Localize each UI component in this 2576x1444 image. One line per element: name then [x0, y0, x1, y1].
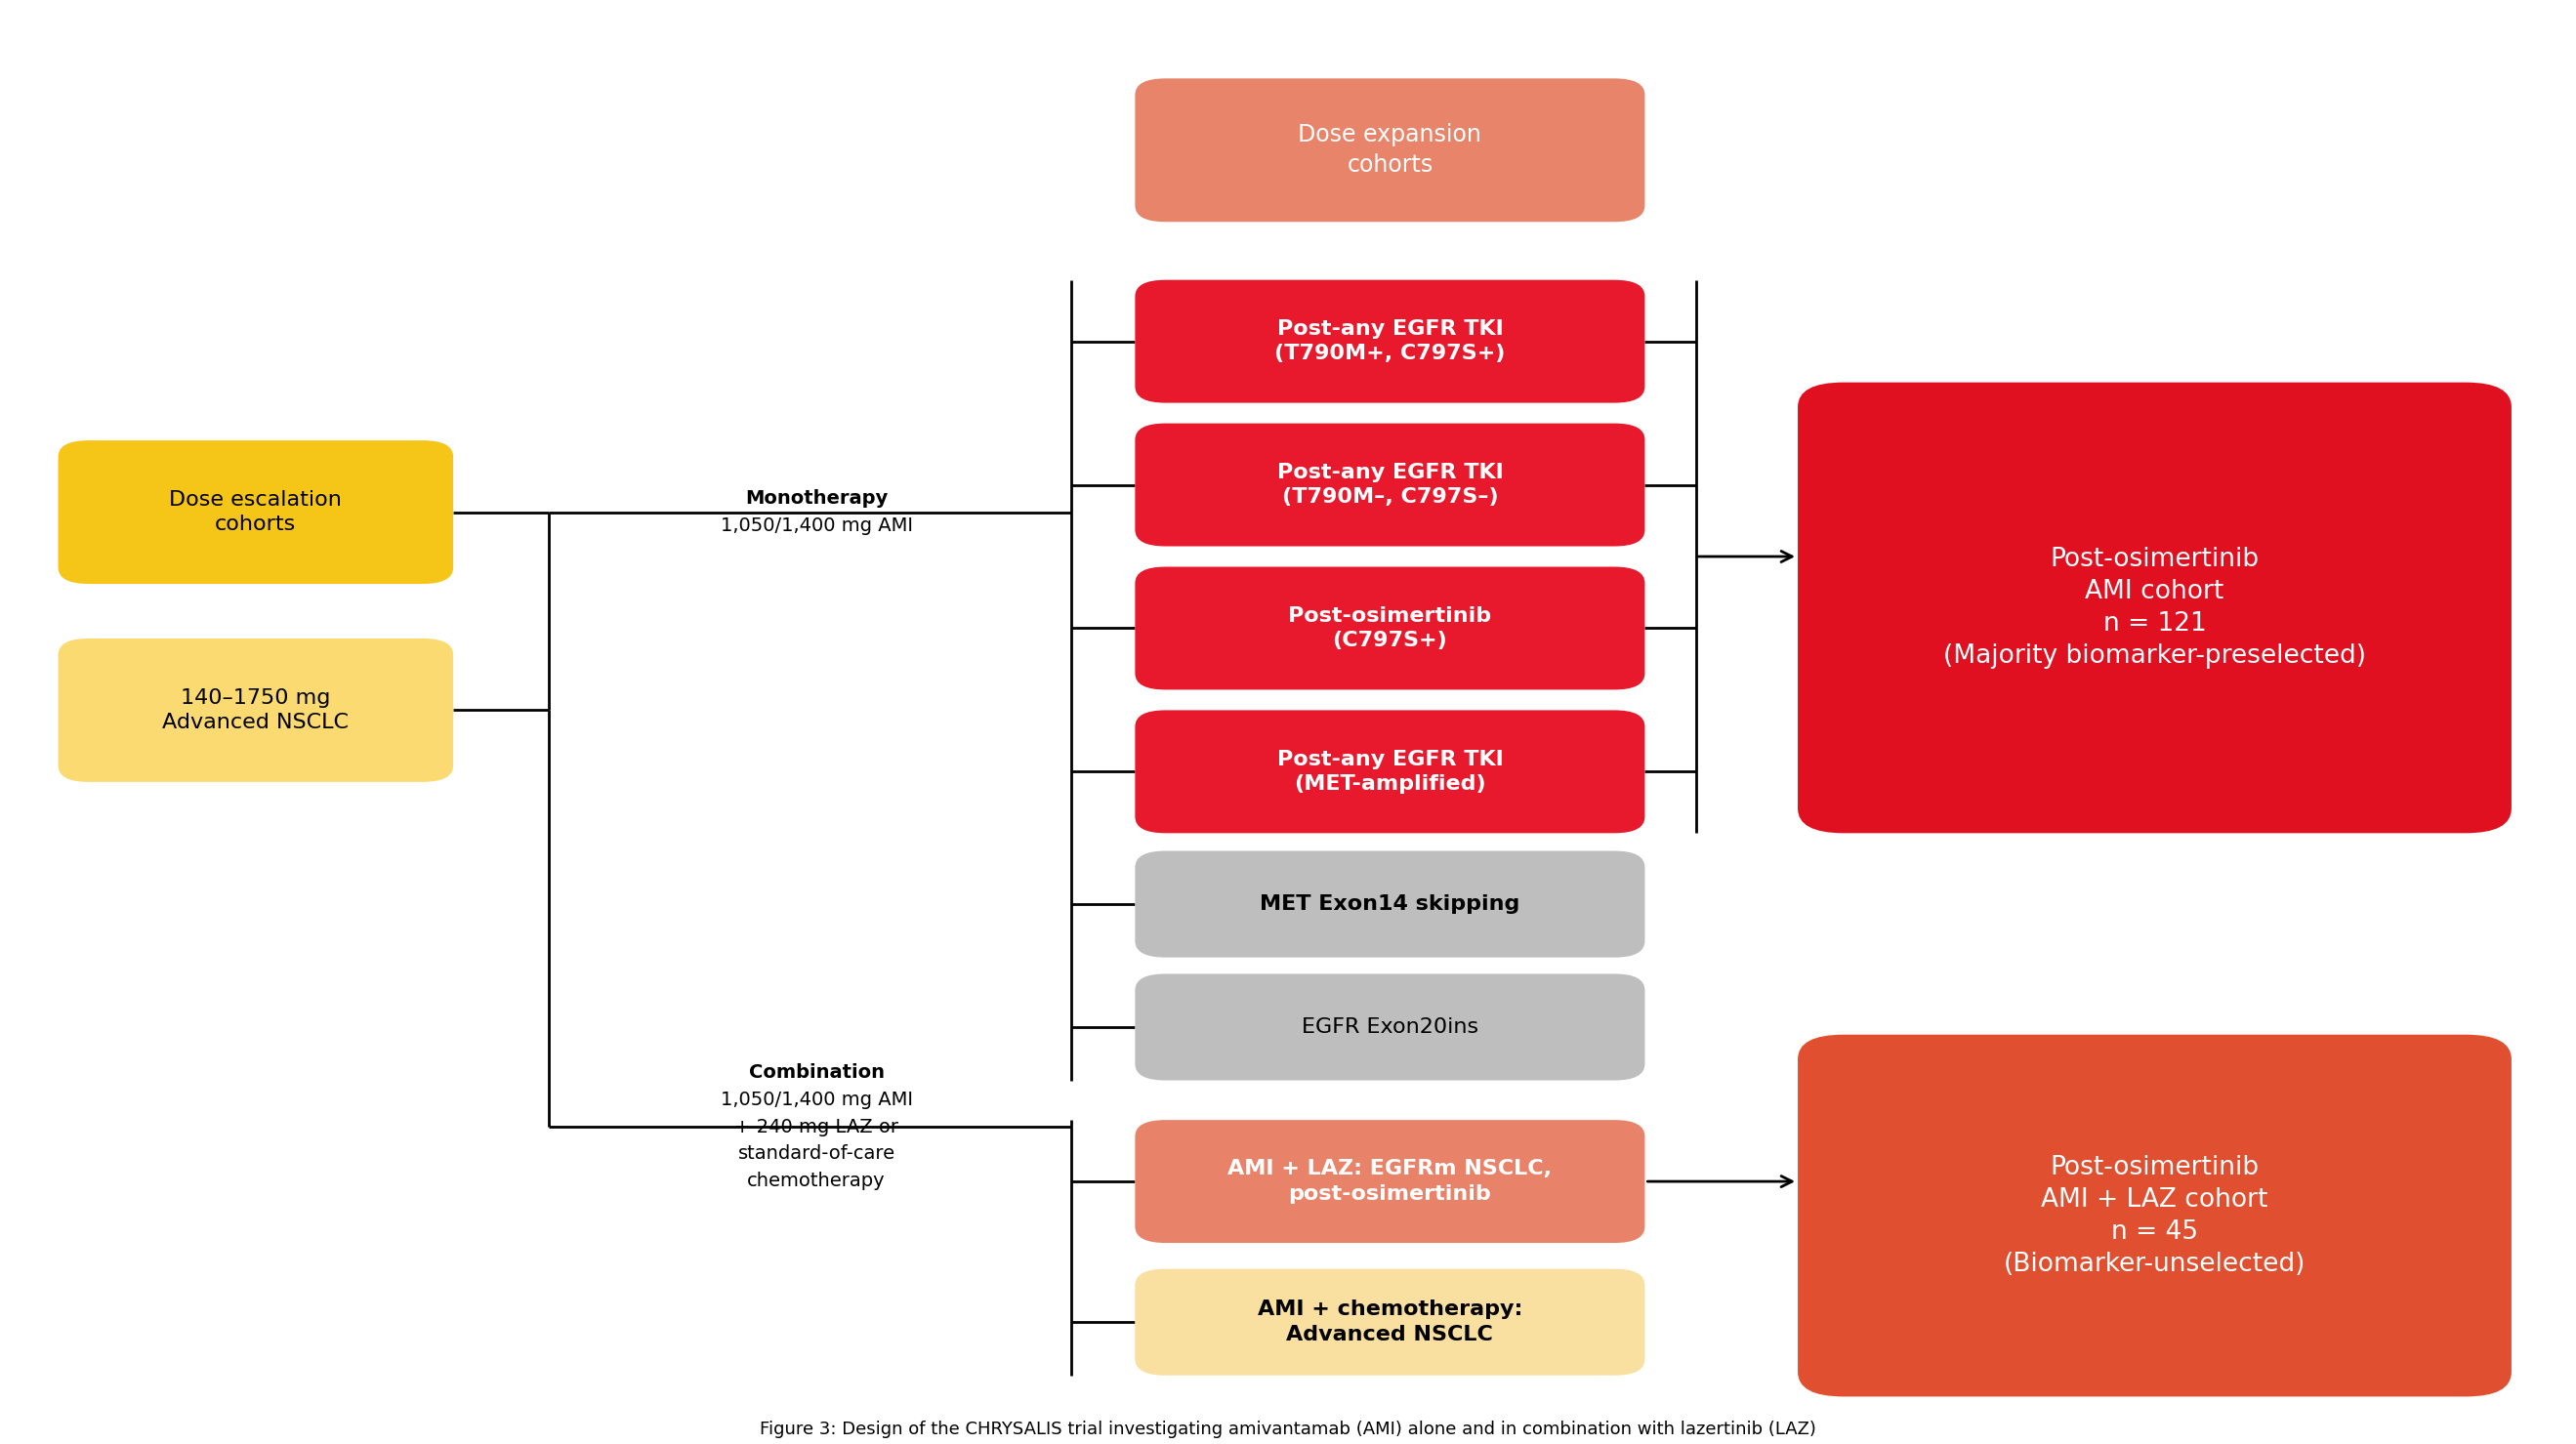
Text: 1,050/1,400 mg AMI: 1,050/1,400 mg AMI	[721, 517, 912, 534]
FancyBboxPatch shape	[1136, 566, 1646, 690]
FancyBboxPatch shape	[1136, 710, 1646, 833]
Text: EGFR Exon20ins: EGFR Exon20ins	[1301, 1018, 1479, 1037]
Text: AMI + chemotherapy:
Advanced NSCLC: AMI + chemotherapy: Advanced NSCLC	[1257, 1300, 1522, 1344]
Text: + 240 mg LAZ or: + 240 mg LAZ or	[734, 1118, 899, 1136]
Text: Post-osimertinib
AMI cohort
n = 121
(Majority biomarker-preselected): Post-osimertinib AMI cohort n = 121 (Maj…	[1942, 547, 2365, 669]
FancyBboxPatch shape	[59, 638, 453, 781]
Text: Post-any EGFR TKI
(MET-amplified): Post-any EGFR TKI (MET-amplified)	[1278, 749, 1504, 794]
Text: Dose escalation
cohorts: Dose escalation cohorts	[170, 490, 343, 534]
Text: 1,050/1,400 mg AMI: 1,050/1,400 mg AMI	[721, 1090, 912, 1109]
FancyBboxPatch shape	[1136, 280, 1646, 403]
Text: Figure 3: Design of the CHRYSALIS trial investigating amivantamab (AMI) alone an: Figure 3: Design of the CHRYSALIS trial …	[760, 1421, 1816, 1438]
Text: MET Exon14 skipping: MET Exon14 skipping	[1260, 894, 1520, 914]
FancyBboxPatch shape	[1798, 383, 2512, 833]
FancyBboxPatch shape	[1136, 1269, 1646, 1376]
Text: Post-any EGFR TKI
(T790M–, C797S–): Post-any EGFR TKI (T790M–, C797S–)	[1278, 462, 1504, 507]
FancyBboxPatch shape	[1136, 973, 1646, 1080]
Text: Dose expansion
cohorts: Dose expansion cohorts	[1298, 124, 1481, 176]
Text: AMI + LAZ: EGFRm NSCLC,
post-osimertinib: AMI + LAZ: EGFRm NSCLC, post-osimertinib	[1229, 1160, 1553, 1204]
FancyBboxPatch shape	[1136, 423, 1646, 546]
FancyBboxPatch shape	[1136, 78, 1646, 222]
Text: standard-of-care: standard-of-care	[737, 1145, 894, 1164]
FancyBboxPatch shape	[59, 440, 453, 583]
Text: Monotherapy: Monotherapy	[744, 490, 889, 508]
Text: Post-osimertinib
AMI + LAZ cohort
n = 45
(Biomarker-unselected): Post-osimertinib AMI + LAZ cohort n = 45…	[2004, 1155, 2306, 1276]
Text: Combination: Combination	[750, 1063, 884, 1082]
FancyBboxPatch shape	[1136, 851, 1646, 957]
Text: chemotherapy: chemotherapy	[747, 1173, 886, 1190]
FancyBboxPatch shape	[1136, 1121, 1646, 1243]
Text: 140–1750 mg
Advanced NSCLC: 140–1750 mg Advanced NSCLC	[162, 687, 348, 732]
FancyBboxPatch shape	[1798, 1034, 2512, 1396]
Text: Post-any EGFR TKI
(T790M+, C797S+): Post-any EGFR TKI (T790M+, C797S+)	[1275, 319, 1504, 364]
Text: Post-osimertinib
(C797S+): Post-osimertinib (C797S+)	[1288, 606, 1492, 650]
